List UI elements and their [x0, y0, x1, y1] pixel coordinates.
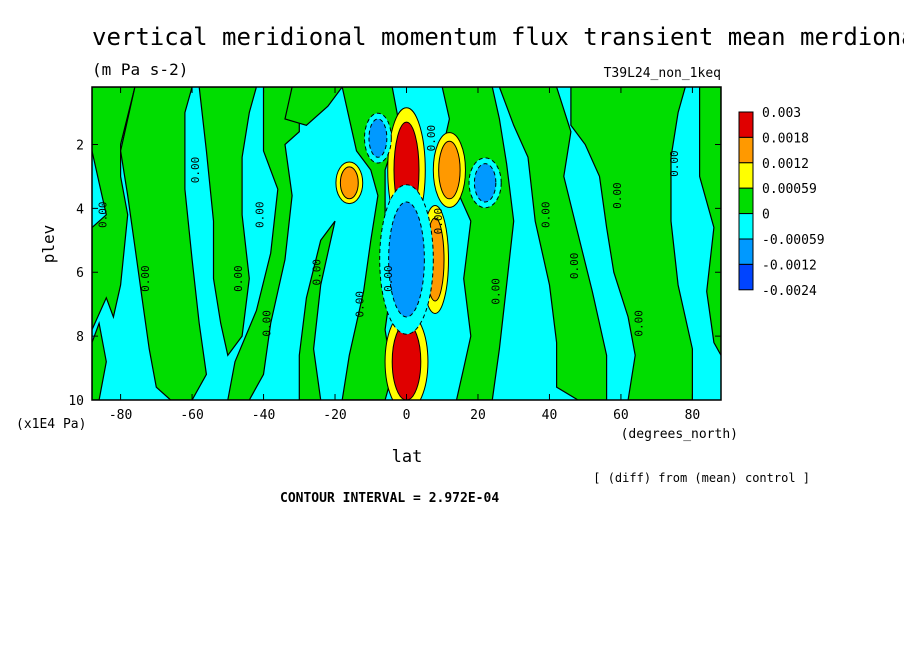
y-axis: 2 4 6 8 10: [68, 138, 721, 409]
y-tick-label: 2: [76, 138, 84, 153]
contour-label: 0.00: [611, 182, 624, 209]
contour-label: 0.00: [632, 310, 645, 337]
legend-swatch: [738, 213, 754, 240]
legend-label: 0.0012: [762, 157, 809, 172]
legend-label: -0.00059: [762, 233, 825, 248]
chart-title: vertical meridional momentum flux transi…: [92, 23, 904, 51]
feature-core: [473, 163, 497, 203]
positive-region: [92, 321, 107, 400]
contour-label: 0.00: [432, 208, 445, 235]
legend-swatch: [738, 187, 754, 215]
positive-region: [570, 87, 694, 400]
contour-label: 0.00: [382, 265, 395, 292]
contour-label: 0.00: [668, 150, 681, 177]
feature-core: [438, 140, 461, 200]
contour-label: 0.00: [261, 310, 274, 337]
y-axis-label: plev: [39, 225, 58, 264]
y-axis-units: (x1E4 Pa): [16, 417, 86, 432]
feature-core: [368, 118, 388, 158]
feature-core: [391, 322, 422, 400]
legend-swatch: [738, 238, 754, 265]
plot-area: 0.00 0.00 0.00 0.00 0.00 0.00 0.00 0.00 0.00 0.00…: [92, 87, 721, 400]
legend-label: 0: [762, 208, 770, 223]
y-tick-label: 8: [76, 330, 84, 345]
contour-label: 0.00: [354, 291, 367, 318]
legend-label: 0.00059: [762, 182, 817, 197]
dataset-label: T39L24_non_1keq: [604, 66, 721, 81]
x-tick-label: -80: [109, 408, 132, 423]
contour-label: 0.00: [489, 278, 502, 305]
x-tick-label: 0: [403, 408, 411, 423]
positive-region: [227, 87, 300, 400]
positive-region: [198, 87, 258, 357]
contour-label: 0.00: [425, 125, 438, 152]
legend-swatch: [738, 136, 754, 164]
contour-label: 0.00: [139, 265, 152, 292]
x-tick-label: -20: [323, 408, 346, 423]
contour-interval: CONTOUR INTERVAL = 2.972E-04: [280, 491, 499, 506]
contour-label: 0.00: [539, 202, 552, 229]
positive-region: [284, 87, 343, 126]
positive-region: [119, 87, 208, 400]
difference-note: [ (diff) from (mean) control ]: [593, 471, 810, 485]
color-legend: 0.003 0.0018 0.0012 0.00059 0 -0.00059 -0.0012…: [738, 106, 825, 299]
y-tick-label: 4: [76, 202, 84, 217]
legend-label: -0.0012: [762, 258, 817, 273]
contour-fields: 0.00 0.00 0.00 0.00 0.00 0.00 0.00 0.00 0.00 0.00…: [92, 87, 721, 400]
contour-label: 0.00: [568, 253, 581, 280]
positive-region: [341, 87, 401, 400]
x-tick-label: 80: [685, 408, 701, 423]
legend-swatch: [738, 111, 754, 138]
feature-core: [339, 166, 359, 200]
contour-label: 0.00: [311, 259, 324, 286]
y-tick-label: 10: [68, 394, 84, 409]
positive-region: [698, 87, 721, 357]
x-tick-label: -40: [252, 408, 275, 423]
contour-label: 0.00: [189, 157, 202, 184]
positive-region: [498, 87, 608, 400]
x-axis-units: (degrees_north): [621, 427, 738, 442]
x-tick-label: 20: [470, 408, 486, 423]
legend-swatch: [738, 162, 754, 189]
legend-label: 0.003: [762, 106, 801, 121]
x-axis-label: lat: [392, 447, 423, 467]
x-axis: -80 -60 -40 -20 0 20 40 60 80: [109, 87, 700, 423]
x-tick-label: -60: [180, 408, 203, 423]
legend-label: 0.0018: [762, 131, 809, 146]
y-tick-label: 6: [76, 266, 84, 281]
legend-swatch: [738, 263, 754, 291]
feature-core: [388, 201, 425, 318]
contour-label: 0.00: [232, 265, 245, 292]
legend-label: -0.0024: [762, 284, 817, 299]
chart-units: (m Pa s-2): [92, 60, 188, 79]
positive-region: [298, 220, 336, 400]
x-tick-label: 40: [542, 408, 558, 423]
contour-label: 0.00: [96, 202, 109, 229]
x-tick-label: 60: [613, 408, 629, 423]
contour-label: 0.00: [254, 202, 267, 229]
